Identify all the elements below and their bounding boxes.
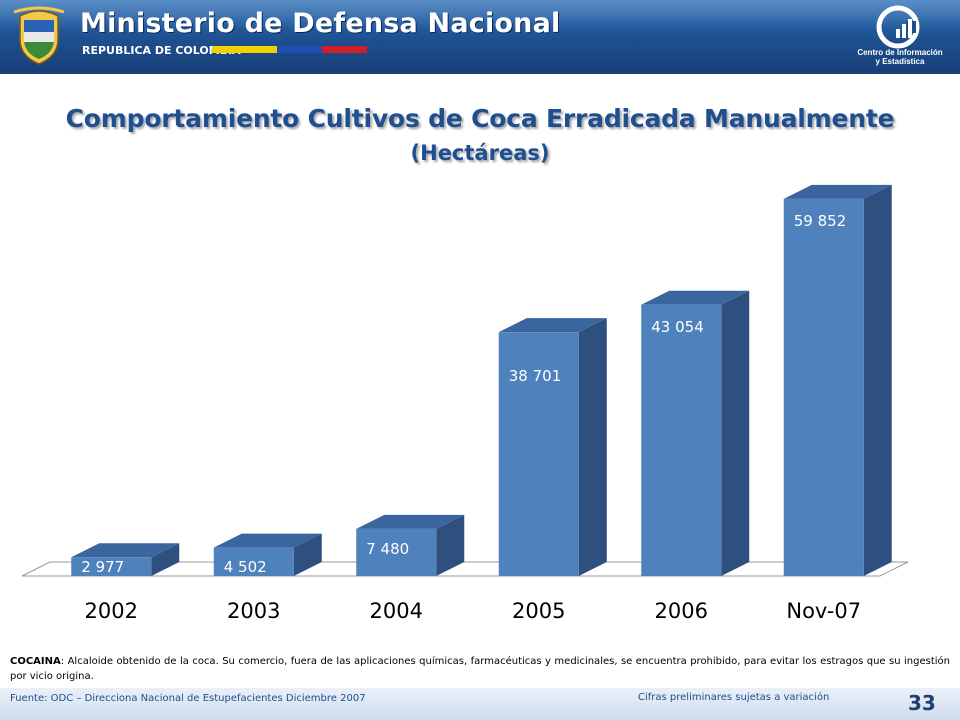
bar-top <box>783 184 892 199</box>
header-highlight <box>0 0 960 30</box>
bars-group <box>71 184 892 576</box>
flag-blue <box>277 46 322 53</box>
category-label: 2002 <box>85 599 138 623</box>
center-name-line2: y Estadística <box>875 57 925 66</box>
bar-top <box>71 543 180 558</box>
chart-title: Comportamiento Cultivos de Coca Erradica… <box>65 104 895 133</box>
bar-Nov-07 <box>783 184 892 576</box>
bar-front <box>356 528 437 576</box>
category-label: Nov-07 <box>786 599 861 623</box>
flag-stripe <box>212 46 367 53</box>
ministry-name: Ministerio de Defensa Nacional <box>80 8 561 39</box>
bar-side <box>151 543 180 576</box>
bar-side <box>436 514 465 576</box>
value-label: 4 502 <box>224 558 267 576</box>
value-label: 59 852 <box>794 212 847 230</box>
coat-of-arms-icon <box>13 6 65 65</box>
bar-2004 <box>356 514 465 576</box>
bar-top <box>213 533 322 548</box>
bar-side <box>293 533 322 576</box>
bar-top <box>641 290 750 305</box>
category-label: 2004 <box>370 599 423 623</box>
bar-front <box>213 547 294 576</box>
category-label: 2003 <box>227 599 280 623</box>
bar-2002 <box>71 543 180 576</box>
bar-2006 <box>641 290 750 576</box>
value-label: 2 977 <box>81 558 124 576</box>
footer-bar <box>0 688 960 720</box>
bar-chart-logo-icon <box>876 5 920 49</box>
value-label: 38 701 <box>509 367 562 385</box>
note-text: : Alcaloide obtenido de la coca. Su come… <box>10 656 950 682</box>
category-label: 2005 <box>512 599 565 623</box>
value-label: 7 480 <box>366 540 409 558</box>
note-term: COCAINA <box>10 656 61 667</box>
bar-chart: 2 977 2002 4 502 2003 7 480 2004 38 701 2005 43 … <box>21 184 909 623</box>
source-text: Fuente: ODC – Direcciona Nacional de Est… <box>10 693 366 704</box>
chart-subtitle: (Hectáreas) <box>410 141 550 165</box>
flag-yellow <box>212 46 277 53</box>
labels-group: 2 977 2002 4 502 2003 7 480 2004 38 701 2005 43 … <box>81 212 861 623</box>
bar-2003 <box>213 533 322 576</box>
bar-front <box>641 304 722 576</box>
bar-front <box>71 557 152 576</box>
category-label: 2006 <box>655 599 708 623</box>
cocaine-note: COCAINA: Alcaloide obtenido de la coca. … <box>10 654 950 684</box>
bar-side <box>863 184 892 576</box>
bar-side <box>578 318 607 576</box>
bar-front <box>783 198 864 576</box>
bar-front <box>498 332 579 576</box>
bar-2005 <box>498 318 607 576</box>
bar-top <box>356 514 465 529</box>
page-number: 33 <box>908 691 936 715</box>
bar-top <box>498 318 607 333</box>
bar-side <box>721 290 750 576</box>
center-name: Centro de Información y Estadística <box>830 48 960 66</box>
flag-red <box>322 46 367 53</box>
center-name-line1: Centro de Información <box>857 48 943 57</box>
header-band: Ministerio de Defensa Nacional REPUBLICA… <box>0 0 960 74</box>
value-label: 43 054 <box>651 318 704 336</box>
disclaimer-text: Cifras preliminares sujetas a variación <box>638 692 830 703</box>
country-name: REPUBLICA DE COLOMBIA <box>82 44 241 57</box>
